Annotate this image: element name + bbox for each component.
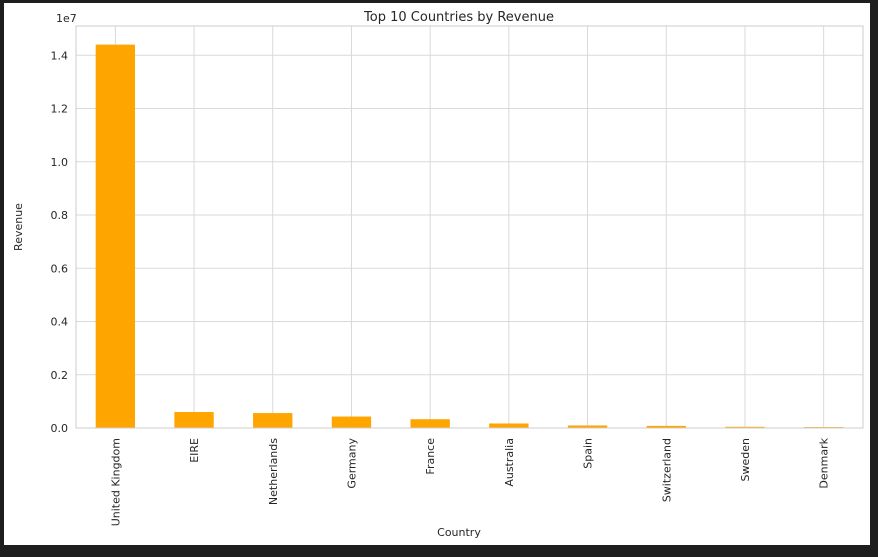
x-tick-label: Australia: [503, 438, 516, 487]
y-tick-label: 0.8: [51, 209, 69, 222]
x-axis-title: Country: [437, 526, 481, 539]
x-tick-label: Germany: [345, 438, 358, 489]
plot-frame: [75, 25, 864, 429]
y-axis-title: Revenue: [12, 203, 25, 251]
bar-eire: [174, 412, 214, 428]
x-tick-label: Sweden: [739, 438, 752, 481]
y-tick-label: 0.2: [51, 369, 69, 382]
bar-spain: [567, 425, 608, 428]
grid-lines: [76, 26, 863, 429]
bar-switzerland: [646, 425, 686, 428]
y-tick-label: 0.4: [51, 316, 69, 329]
x-tick-label: Switzerland: [660, 438, 673, 502]
bar-germany: [331, 416, 372, 428]
bar-chart: 0.0 0.2 0.4 0.6 0.8 1.0 1.2 1.4 United Kingdom E…: [12, 10, 864, 539]
x-tick-labels: United Kingdom EIRE Netherlands Germany Fran…: [109, 437, 830, 526]
x-tick-label: EIRE: [188, 438, 201, 463]
bar-netherlands: [253, 413, 293, 428]
bar-united-kingdom: [95, 44, 136, 428]
x-tick-label: United Kingdom: [109, 438, 122, 526]
y-tick-label: 0.6: [51, 262, 69, 275]
y-tick-label: 1.0: [51, 156, 69, 169]
x-tick-label: Denmark: [818, 437, 831, 488]
bars: [95, 44, 844, 428]
y-tick-label: 1.2: [51, 103, 69, 116]
bar-sweden: [725, 426, 765, 428]
y-tick-labels: 0.0 0.2 0.4 0.6 0.8 1.0 1.2 1.4: [51, 49, 69, 435]
bar-france: [410, 419, 450, 428]
chart-title: Top 10 Countries by Revenue: [363, 10, 554, 25]
y-tick-label: 1.4: [51, 49, 69, 62]
chart-figure: 0.0 0.2 0.4 0.6 0.8 1.0 1.2 1.4 United Kingdom E…: [4, 3, 870, 545]
y-tick-label: 0.0: [51, 422, 69, 435]
x-tick-label: France: [424, 438, 437, 475]
x-tick-label: Spain: [582, 438, 595, 469]
x-tick-label: Netherlands: [267, 438, 280, 505]
bar-australia: [489, 423, 529, 428]
y-axis-offset-label: 1e7: [56, 12, 77, 25]
